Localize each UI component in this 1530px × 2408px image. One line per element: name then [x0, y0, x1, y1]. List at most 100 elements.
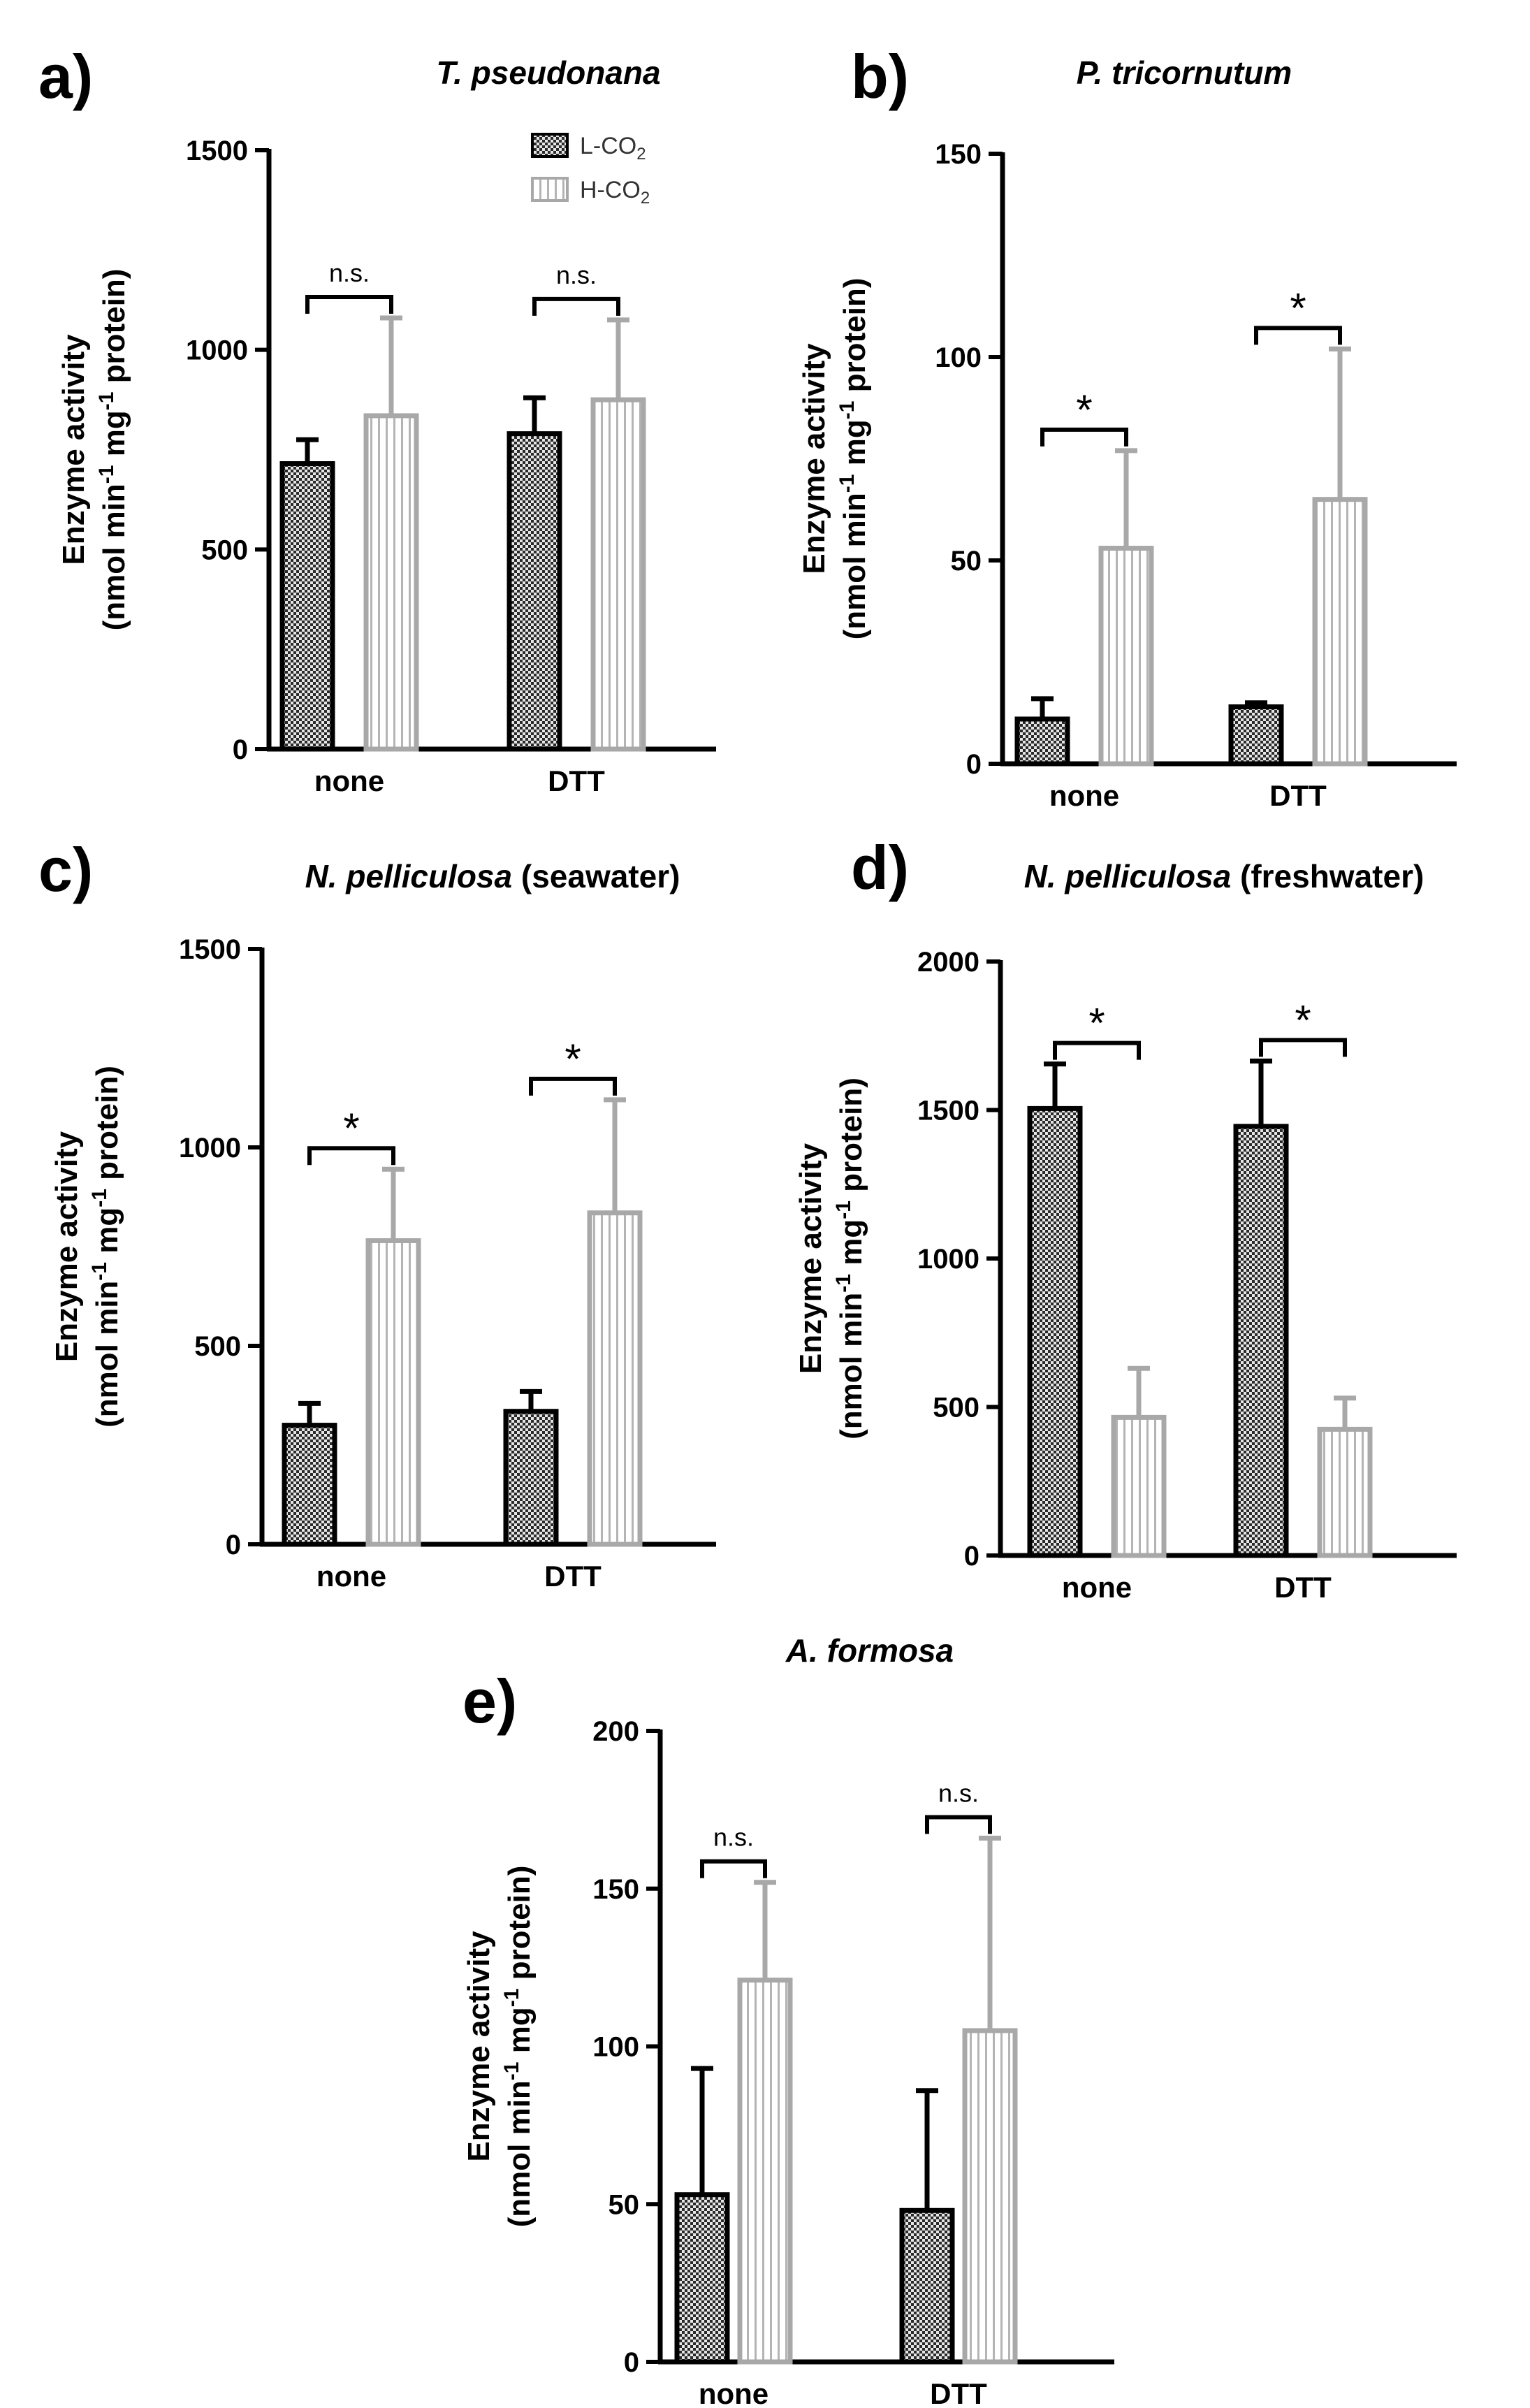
y-axis-label-line1: Enzyme activity	[797, 343, 831, 574]
y-label-superscript: -1	[500, 1989, 523, 2008]
bar-h-co2	[363, 413, 419, 752]
bar-l-co2	[899, 2207, 955, 2365]
significance-label: *	[343, 1105, 359, 1152]
chart-title: N. pelliculosa (freshwater)	[1024, 858, 1425, 894]
chart-title-species: T. pseudonana	[436, 55, 660, 91]
bar-l-co2	[1027, 1105, 1083, 1558]
y-axis-label-line1: Enzyme activity	[57, 334, 91, 565]
y-label-superscript: -1	[832, 1274, 855, 1293]
y-tick-label: 50	[609, 2189, 640, 2220]
panel-d: d) N. pelliculosa (freshwater) Enzyme acti…	[794, 833, 1457, 1604]
legend-swatch-l-co2	[531, 133, 569, 158]
significance-label: n.s.	[713, 1823, 754, 1852]
significance-bracket	[1254, 326, 1342, 345]
y-tick-label: 2000	[917, 947, 979, 978]
y-label-part: mg	[502, 2007, 537, 2061]
y-label-part: protein)	[834, 1078, 868, 1201]
x-tick-label: DTT	[544, 1560, 602, 1593]
y-axis-label-line2: (nmol min-1 mg-1 protein)	[836, 278, 872, 640]
y-tick-label: 500	[933, 1393, 979, 1423]
y-tick-label: 500	[201, 535, 248, 565]
y-axis-label-line1: Enzyme activity	[50, 1131, 84, 1362]
y-tick-label: 0	[624, 2347, 639, 2378]
panel-letter: b)	[851, 42, 909, 111]
y-label-part: protein)	[502, 1866, 537, 1989]
x-tick-label: none	[699, 2377, 768, 2408]
y-label-part: (nmol min	[97, 484, 131, 630]
significance-label: *	[1295, 996, 1311, 1043]
x-tick-label: none	[1062, 1571, 1132, 1604]
panel-letter: d)	[851, 833, 909, 902]
x-tick-label: DTT	[1274, 1571, 1332, 1604]
y-tick-label: 0	[233, 734, 248, 765]
chart-title-medium: (freshwater)	[1231, 858, 1424, 894]
significance-label: n.s.	[556, 261, 597, 289]
y-tick-label: 1000	[179, 1133, 241, 1163]
bar-l-co2	[282, 1423, 337, 1547]
chart-title: P. tricornutum	[1077, 55, 1292, 91]
y-tick-label: 0	[964, 1541, 979, 1572]
y-label-part: (nmol min	[834, 1293, 868, 1439]
panel-letter: c)	[38, 835, 93, 904]
panel-b: b) P. tricornutum Enzyme activity (nmol min…	[797, 42, 1457, 812]
bar-h-co2	[1312, 497, 1368, 767]
y-axis-label: Enzyme activity (nmol min-1 mg-1 protein)	[797, 278, 872, 640]
legend-label-subscript: 2	[636, 145, 646, 164]
chart-title: A. formosa	[785, 1632, 954, 1669]
y-axis-label: Enzyme activity (nmol min-1 mg-1 protein)	[462, 1866, 537, 2228]
x-tick-label: none	[316, 1560, 386, 1593]
y-tick-label: 1500	[186, 136, 248, 166]
legend-swatch-h-co2	[531, 177, 569, 202]
significance-bracket	[305, 294, 393, 314]
y-tick-label: 0	[226, 1530, 241, 1560]
x-tick-label: none	[1049, 779, 1119, 812]
panel-e: e) A. formosa Enzyme activity (nmol min-1 m…	[462, 1632, 1114, 2408]
panel-letter: e)	[462, 1667, 517, 1736]
significance-bracket	[1040, 427, 1128, 447]
y-label-part: (nmol min	[838, 493, 872, 639]
y-label-part: mg	[90, 1207, 124, 1262]
significance-label: *	[1088, 1000, 1105, 1047]
bar-h-co2	[962, 2028, 1018, 2365]
y-axis-label-line2: (nmol min-1 mg-1 protein)	[500, 1866, 537, 2228]
y-label-part: (nmol min	[90, 1281, 124, 1428]
y-label-superscript: -1	[88, 1189, 111, 1207]
y-axis-label: Enzyme activity (nmol min-1 mg-1 protein)	[57, 269, 131, 631]
chart-title: N. pelliculosa (seawater)	[305, 858, 680, 894]
significance-label: *	[564, 1036, 581, 1082]
bar-l-co2	[507, 431, 562, 752]
y-tick-label: 100	[592, 2032, 639, 2063]
bar-l-co2	[279, 460, 335, 752]
bar-l-co2	[674, 2192, 730, 2365]
x-tick-label: DTT	[930, 2377, 987, 2408]
y-label-superscript: -1	[95, 465, 118, 484]
y-tick-label: 1500	[917, 1096, 979, 1126]
y-label-superscript: -1	[832, 1201, 855, 1219]
bar-h-co2	[587, 1210, 643, 1547]
y-axis-label-line1: Enzyme activity	[462, 1931, 496, 2162]
legend-label-subscript: 2	[641, 189, 650, 208]
y-label-part: mg	[838, 419, 872, 474]
chart-title: T. pseudonana	[436, 55, 660, 91]
y-label-superscript: -1	[95, 392, 118, 411]
x-tick-label: DTT	[1269, 779, 1327, 812]
bar-l-co2	[503, 1409, 559, 1547]
y-label-part: mg	[834, 1219, 868, 1274]
y-tick-label: 0	[966, 749, 982, 780]
y-tick-label: 150	[935, 139, 982, 170]
legend-label-l-co2: L-CO2	[580, 133, 646, 164]
chart-title-species: N. pelliculosa	[1024, 858, 1232, 894]
y-label-part: protein)	[838, 278, 872, 401]
legend-label-base: L-CO	[580, 133, 636, 159]
chart-title-medium: (seawater)	[512, 858, 680, 894]
y-axis-label-line2: (nmol min-1 mg-1 protein)	[95, 269, 131, 631]
significance-bracket	[1259, 1038, 1347, 1057]
y-axis-label-line2: (nmol min-1 mg-1 protein)	[88, 1066, 124, 1428]
y-tick-label: 1000	[917, 1244, 979, 1275]
y-label-superscript: -1	[836, 401, 859, 420]
significance-bracket	[307, 1146, 395, 1166]
y-tick-label: 50	[951, 546, 982, 576]
